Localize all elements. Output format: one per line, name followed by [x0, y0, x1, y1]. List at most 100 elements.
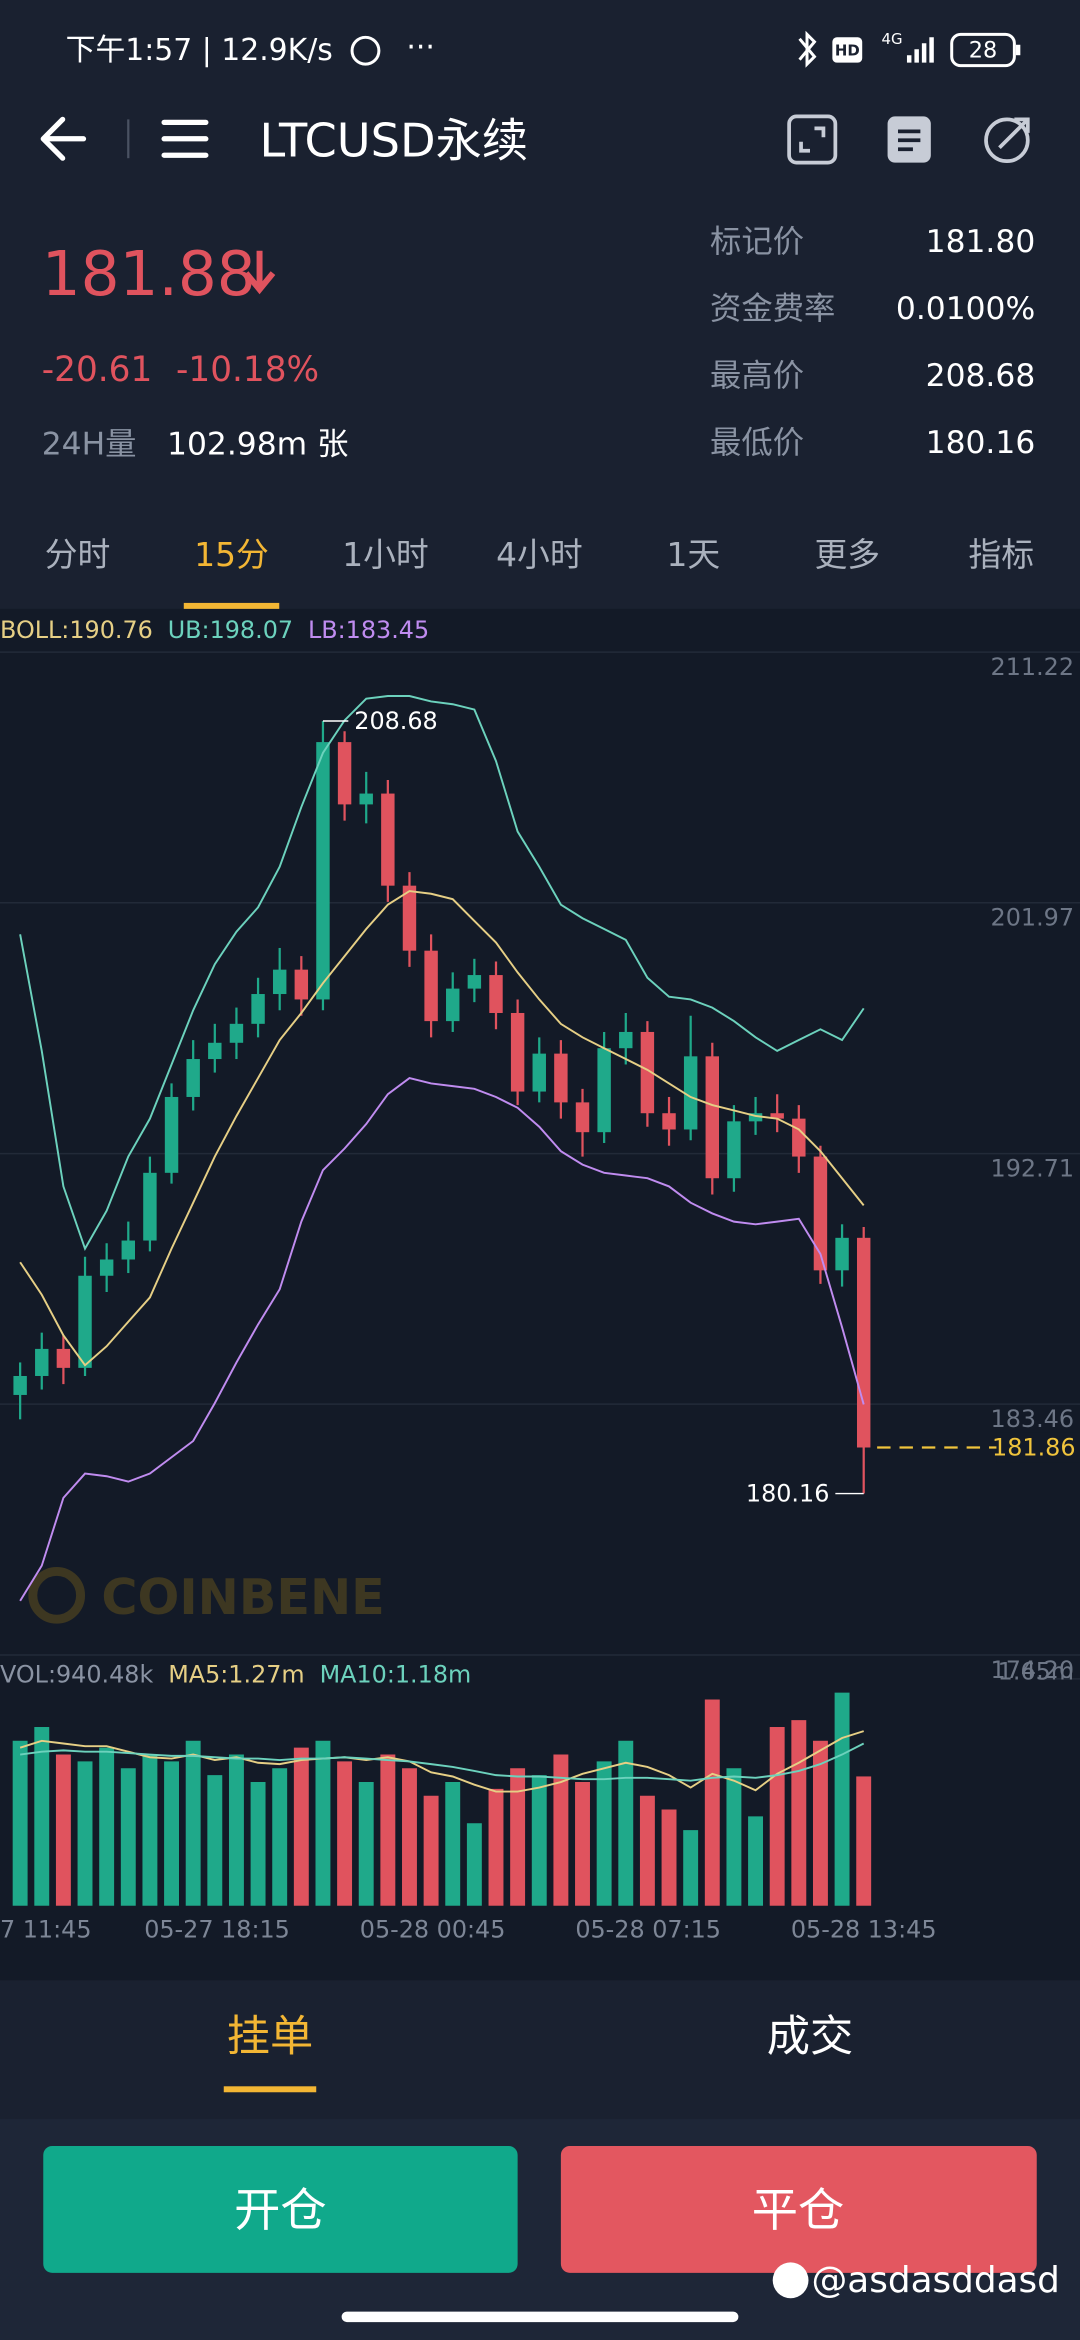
volume-bar: [77, 1761, 93, 1906]
candle-body: [619, 1031, 633, 1049]
low-label: 180.16: [746, 1480, 829, 1508]
fullscreen-button[interactable]: [787, 114, 838, 165]
stat-value: 181.80: [926, 224, 1036, 260]
candle-body: [835, 1237, 849, 1271]
volume-bar: [596, 1761, 612, 1906]
volume-bar: [228, 1754, 244, 1906]
legend-entry: LB:183.45: [308, 616, 429, 644]
volume-bar: [55, 1754, 71, 1906]
volume-bar: [402, 1768, 417, 1906]
stat-value: 180.16: [926, 425, 1036, 461]
close-button[interactable]: 平仓: [560, 2145, 1037, 2273]
tab-indicator: [183, 602, 280, 609]
volume-bar: [575, 1781, 590, 1906]
volume-bar: [791, 1720, 807, 1906]
candle-body: [272, 969, 287, 995]
volume-bar: [293, 1747, 309, 1906]
candle-body: [662, 1113, 676, 1130]
volume-label: VOL:940.48k: [0, 1660, 153, 1688]
volume-bar: [683, 1830, 699, 1906]
volume-bar: [315, 1740, 331, 1906]
timeframe-tab[interactable]: 指标: [968, 536, 1034, 574]
timeframe-tab[interactable]: 分时: [45, 536, 111, 574]
order-tab[interactable]: 挂单: [227, 2012, 313, 2062]
home-indicator: [341, 2311, 739, 2323]
volume-bar: [272, 1768, 288, 1906]
timeframe-tab[interactable]: 1天: [667, 536, 721, 574]
candle-body: [705, 1056, 720, 1179]
share-button[interactable]: [984, 117, 1030, 164]
chart-watermark: COINBENE: [101, 1568, 384, 1626]
candle-body: [381, 793, 395, 886]
candle-body: [575, 1102, 590, 1133]
volume-bar: [380, 1754, 396, 1906]
candle-body: [229, 1023, 244, 1043]
volume-bar: [553, 1754, 569, 1906]
close-button-bg: [560, 2145, 1037, 2273]
volume-bar: [488, 1788, 504, 1906]
order-tab-indicator: [223, 2086, 317, 2093]
candle-body: [446, 988, 460, 1022]
more-dots: ···: [406, 30, 434, 65]
last-price-bg: [996, 1432, 1080, 1463]
volume-bar: [748, 1816, 764, 1906]
volume-bar: [510, 1768, 526, 1906]
volume-bar: [661, 1809, 677, 1906]
watermark: @asdasddasd: [811, 2260, 1059, 2301]
battery-level: 28: [969, 38, 997, 64]
open-button[interactable]: 开仓: [43, 2145, 518, 2273]
network-text: 4G: [882, 30, 903, 48]
info-lines: [898, 129, 921, 152]
volume-bar: [726, 1768, 742, 1906]
volume-bar: [639, 1795, 655, 1906]
info-button[interactable]: [887, 116, 931, 163]
candle-body: [424, 950, 438, 1022]
volume-bar: [423, 1795, 439, 1906]
volume-bar: [337, 1761, 353, 1906]
stat-label: 最低价: [710, 425, 804, 461]
volume-bar: [99, 1747, 115, 1906]
y-tick-label: 183.46: [991, 1405, 1074, 1433]
last-price: 181.88: [42, 239, 256, 310]
volume-bar: [250, 1781, 266, 1906]
battery-tip: [1015, 44, 1021, 56]
candle-body: [121, 1240, 135, 1260]
candle-body: [640, 1031, 655, 1114]
chart-bg: [0, 608, 1080, 1982]
candle-body: [337, 742, 352, 805]
x-tick-label: 05-28 07:15: [575, 1916, 721, 1944]
candle-body: [35, 1348, 49, 1376]
stat-value: 208.68: [926, 358, 1036, 394]
stats: 标记价 181.80 资金费率 0.0100% 最高价 208.68 最低价 180.16: [710, 224, 1035, 461]
timeframe-tab[interactable]: 更多: [814, 536, 880, 574]
y-tick-label: 211.22: [991, 653, 1074, 681]
y-tick-label: 192.71: [991, 1155, 1074, 1183]
menu-button[interactable]: [161, 119, 209, 158]
battery-icon: [950, 32, 1016, 68]
timeframe-tab[interactable]: 1小时: [342, 536, 428, 574]
volume-tick-label: 1.65m: [998, 1657, 1074, 1685]
status-time: 下午1:57 | 12.9K/s: [66, 33, 333, 68]
timeframe-tab[interactable]: 4小时: [496, 536, 582, 574]
volume-bar: [358, 1781, 374, 1906]
stat-label: 最高价: [710, 358, 804, 394]
back-button[interactable]: [40, 116, 87, 161]
candle-body: [792, 1118, 806, 1157]
legend-entry: BOLL:190.76: [0, 616, 153, 644]
timeframe-tab[interactable]: 15分: [194, 536, 269, 574]
candle-body: [294, 969, 309, 1000]
candle-body: [99, 1259, 114, 1276]
candle-body: [56, 1348, 71, 1368]
close-button-label: 平仓: [752, 2183, 844, 2237]
share-arrow: [998, 117, 1030, 150]
open-button-label: 开仓: [234, 2183, 326, 2237]
tabs-bg: [0, 1980, 1080, 2123]
x-tick-label: 05-28 00:45: [360, 1916, 506, 1944]
fullscreen-arrows: [799, 126, 826, 153]
stat-label: 标记价: [710, 224, 804, 260]
candle-body: [856, 1237, 871, 1448]
candle-body: [251, 994, 265, 1024]
order-tab[interactable]: 成交: [767, 2012, 853, 2062]
